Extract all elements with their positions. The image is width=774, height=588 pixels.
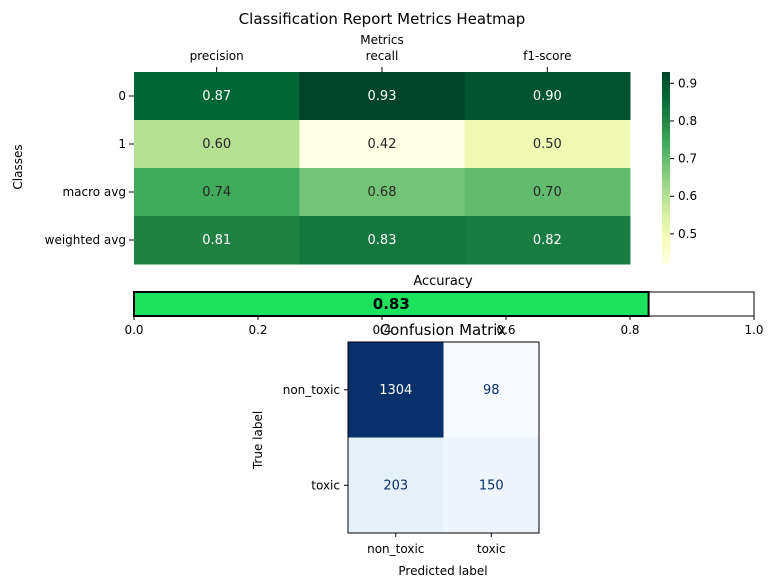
heatmap-cell — [464, 72, 631, 121]
confusion-matrix-x-tick-label: non_toxic — [367, 542, 424, 556]
accuracy-x-ticks: 0.0 0.2 0.4 0.6 0.8 1.0 — [124, 316, 764, 337]
confusion-matrix-y-tick-label: non_toxic — [283, 383, 340, 397]
heatmap-cell-label: 0.93 — [368, 89, 397, 104]
accuracy-chart: Accuracy 0.83 0.0 0.2 0.4 0.6 0.8 1.0 — [124, 274, 763, 337]
confusion-matrix-x-tick-label: toxic — [477, 542, 506, 556]
accuracy-axes-frame — [133, 291, 755, 317]
confusion-matrix-cell — [348, 342, 444, 438]
accuracy-x-tick-label: 1.0 — [744, 323, 763, 337]
heatmap-cell — [299, 120, 466, 169]
accuracy-x-tick-label: 0.6 — [496, 323, 515, 337]
heatmap-y-tick-label: 1 — [118, 137, 126, 151]
heatmap-title: Classification Report Metrics Heatmap — [239, 10, 526, 28]
colorbar-tick-label: 0.5 — [678, 227, 697, 241]
accuracy-x-tick-label: 0.4 — [372, 323, 391, 337]
colorbar-tick-label: 0.6 — [678, 189, 697, 203]
heatmap-x-tick-label: recall — [366, 49, 399, 63]
confusion-matrix-cell-label: 98 — [483, 383, 500, 398]
heatmap-y-tick-label: weighted avg — [45, 233, 126, 247]
heatmap-cell — [299, 72, 466, 121]
confusion-matrix-cell — [443, 437, 540, 534]
confusion-matrix-x-axis-label: Predicted label — [398, 564, 487, 578]
confusion-matrix-y-axis-label: True label — [251, 411, 265, 470]
heatmap-cell — [299, 216, 466, 265]
heatmap-colorbar: 0.5 0.6 0.7 0.8 0.9 — [662, 72, 697, 264]
heatmap-cell — [134, 168, 300, 217]
confusion-matrix-cell-label: 1304 — [379, 383, 412, 398]
heatmap-cell — [299, 168, 466, 217]
heatmap-cell — [464, 120, 631, 169]
colorbar-tick-label: 0.8 — [678, 114, 697, 128]
accuracy-x-tick-label: 0.0 — [124, 323, 143, 337]
confusion-matrix-cell-label: 203 — [383, 478, 408, 493]
heatmap-cell-label: 0.82 — [533, 233, 562, 248]
heatmap-cell — [134, 216, 300, 265]
heatmap-cell-label: 0.50 — [533, 137, 562, 152]
heatmap-cell-label: 0.87 — [202, 89, 231, 104]
colorbar-tick-label: 0.7 — [678, 152, 697, 166]
colorbar-gradient — [662, 72, 670, 264]
heatmap-y-axis-label: Classes — [11, 144, 25, 189]
heatmap-cell-label: 0.68 — [368, 185, 397, 200]
heatmap-cell — [464, 216, 631, 265]
heatmap-cell-label: 0.90 — [533, 89, 562, 104]
confusion-matrix-x-ticks: non_toxic toxic — [367, 533, 506, 556]
confusion-matrix-frame — [347, 341, 540, 534]
heatmap-cell-label: 0.60 — [202, 137, 231, 152]
accuracy-value-label: 0.83 — [373, 295, 410, 313]
confusion-matrix-y-tick-label: toxic — [311, 478, 340, 492]
confusion-matrix-cells: 1304 98 203 150 — [348, 342, 540, 534]
heatmap-x-tick-label: f1-score — [523, 49, 571, 63]
accuracy-x-tick-label: 0.8 — [620, 323, 639, 337]
confusion-matrix-cell-label: 150 — [479, 478, 504, 493]
heatmap-cell-label: 0.74 — [202, 185, 231, 200]
confusion-matrix-cell — [443, 342, 540, 438]
heatmap-cell-label: 0.83 — [368, 233, 397, 248]
heatmap-y-tick-label: 0 — [118, 89, 126, 103]
metrics-heatmap: Classification Report Metrics Heatmap Me… — [11, 10, 697, 265]
heatmap-cell — [134, 120, 300, 169]
colorbar-tick-label: 0.9 — [678, 76, 697, 90]
heatmap-cells: 0.87 0.93 0.90 0.60 0.42 0.50 0.74 0.68 0.70 0.81… — [134, 72, 631, 265]
heatmap-cell-label: 0.42 — [368, 137, 397, 152]
heatmap-y-tick-label: macro avg — [62, 185, 126, 199]
heatmap-x-axis-label: Metrics — [360, 33, 404, 47]
accuracy-x-tick-label: 0.2 — [248, 323, 267, 337]
heatmap-cell — [134, 72, 300, 121]
heatmap-cell — [464, 168, 631, 217]
heatmap-x-tick-label: precision — [190, 49, 244, 63]
heatmap-cell-label: 0.70 — [533, 185, 562, 200]
confusion-matrix-cell — [348, 437, 444, 534]
confusion-matrix-title: Confusion Matrix — [380, 321, 507, 339]
heatmap-x-ticks: precision recall f1-score — [190, 49, 572, 72]
heatmap-y-ticks: 0 1 macro avg weighted avg — [45, 89, 134, 247]
accuracy-title: Accuracy — [413, 274, 473, 289]
heatmap-cell-label: 0.81 — [202, 233, 231, 248]
